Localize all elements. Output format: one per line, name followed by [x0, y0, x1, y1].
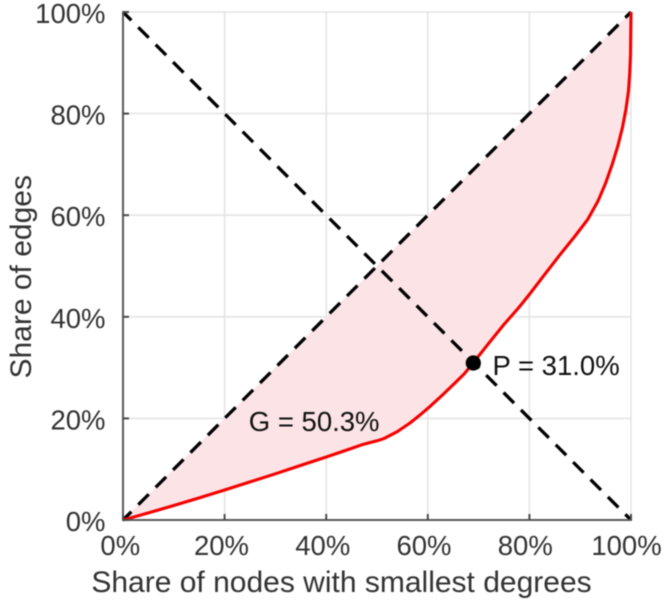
svg-text:20%: 20%: [50, 404, 105, 435]
svg-text:60%: 60%: [396, 530, 451, 561]
svg-text:40%: 40%: [50, 303, 105, 334]
svg-text:100%: 100%: [591, 530, 661, 561]
svg-text:20%: 20%: [194, 530, 249, 561]
svg-text:80%: 80%: [498, 530, 553, 561]
svg-text:0%: 0%: [100, 530, 140, 561]
svg-text:P = 31.0%: P = 31.0%: [493, 350, 620, 381]
svg-text:0%: 0%: [66, 506, 106, 537]
svg-text:G = 50.3%: G = 50.3%: [249, 406, 380, 437]
svg-text:80%: 80%: [50, 100, 105, 131]
svg-text:60%: 60%: [50, 201, 105, 232]
svg-text:Share of edges: Share of edges: [5, 175, 38, 378]
svg-text:100%: 100%: [35, 0, 105, 29]
svg-text:40%: 40%: [295, 530, 350, 561]
svg-text:Share of nodes with smallest d: Share of nodes with smallest degrees: [91, 566, 591, 599]
